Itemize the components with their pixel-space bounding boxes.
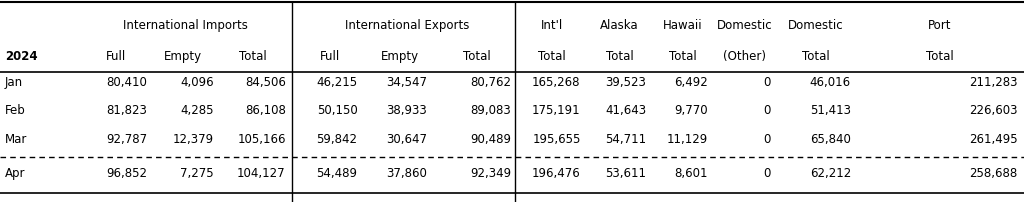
Text: 59,842: 59,842 — [316, 132, 357, 145]
Text: 96,852: 96,852 — [106, 166, 147, 179]
Text: 54,711: 54,711 — [605, 132, 646, 145]
Text: Hawaii: Hawaii — [663, 19, 702, 32]
Text: Full: Full — [106, 50, 126, 63]
Text: 46,215: 46,215 — [316, 75, 357, 88]
Text: 53,611: 53,611 — [605, 166, 646, 179]
Text: 12,379: 12,379 — [173, 132, 214, 145]
Text: 195,655: 195,655 — [532, 132, 581, 145]
Text: 226,603: 226,603 — [970, 104, 1018, 117]
Text: 175,191: 175,191 — [532, 104, 581, 117]
Text: 62,212: 62,212 — [810, 166, 851, 179]
Text: International Exports: International Exports — [345, 19, 469, 32]
Text: 54,489: 54,489 — [316, 166, 357, 179]
Text: 90,489: 90,489 — [470, 132, 511, 145]
Text: 0: 0 — [764, 104, 771, 117]
Text: 37,860: 37,860 — [386, 166, 427, 179]
Text: 80,762: 80,762 — [470, 75, 511, 88]
Text: 46,016: 46,016 — [810, 75, 851, 88]
Text: Int'l: Int'l — [541, 19, 563, 32]
Text: Total: Total — [926, 50, 953, 63]
Text: Jan: Jan — [5, 75, 24, 88]
Text: 6,492: 6,492 — [674, 75, 708, 88]
Text: 104,127: 104,127 — [238, 166, 286, 179]
Text: 38,933: 38,933 — [386, 104, 427, 117]
Text: 4,285: 4,285 — [180, 104, 214, 117]
Text: Domestic: Domestic — [717, 19, 772, 32]
Text: Total: Total — [802, 50, 830, 63]
Text: 211,283: 211,283 — [970, 75, 1018, 88]
Text: Empty: Empty — [164, 50, 203, 63]
Text: Full: Full — [321, 50, 340, 63]
Text: 81,823: 81,823 — [106, 104, 147, 117]
Text: 0: 0 — [764, 132, 771, 145]
Text: 4,096: 4,096 — [180, 75, 214, 88]
Text: 65,840: 65,840 — [810, 132, 851, 145]
Text: Total: Total — [605, 50, 634, 63]
Text: Feb: Feb — [5, 104, 26, 117]
Text: 41,643: 41,643 — [605, 104, 646, 117]
Text: 2024: 2024 — [5, 50, 38, 63]
Text: 92,787: 92,787 — [106, 132, 147, 145]
Text: Domestic: Domestic — [788, 19, 844, 32]
Text: 7,275: 7,275 — [180, 166, 214, 179]
Text: 50,150: 50,150 — [316, 104, 357, 117]
Text: 0: 0 — [764, 75, 771, 88]
Text: 84,506: 84,506 — [245, 75, 286, 88]
Text: 261,495: 261,495 — [970, 132, 1018, 145]
Text: Mar: Mar — [5, 132, 28, 145]
Text: Total: Total — [669, 50, 696, 63]
Text: 92,349: 92,349 — [470, 166, 511, 179]
Text: 9,770: 9,770 — [674, 104, 708, 117]
Text: Apr: Apr — [5, 166, 26, 179]
Text: 258,688: 258,688 — [970, 166, 1018, 179]
Text: 86,108: 86,108 — [245, 104, 286, 117]
Text: 34,547: 34,547 — [386, 75, 427, 88]
Text: 196,476: 196,476 — [531, 166, 581, 179]
Text: 39,523: 39,523 — [605, 75, 646, 88]
Text: Alaska: Alaska — [600, 19, 639, 32]
Text: 0: 0 — [764, 166, 771, 179]
Text: 51,413: 51,413 — [810, 104, 851, 117]
Text: Total: Total — [239, 50, 267, 63]
Text: 105,166: 105,166 — [238, 132, 286, 145]
Text: 165,268: 165,268 — [532, 75, 581, 88]
Text: Total: Total — [463, 50, 492, 63]
Text: 80,410: 80,410 — [106, 75, 147, 88]
Text: International Imports: International Imports — [123, 19, 248, 32]
Text: Total: Total — [538, 50, 566, 63]
Text: 89,083: 89,083 — [470, 104, 511, 117]
Text: 30,647: 30,647 — [386, 132, 427, 145]
Text: (Other): (Other) — [723, 50, 766, 63]
Text: 8,601: 8,601 — [674, 166, 708, 179]
Text: 11,129: 11,129 — [667, 132, 708, 145]
Text: Empty: Empty — [381, 50, 419, 63]
Text: Port: Port — [928, 19, 951, 32]
